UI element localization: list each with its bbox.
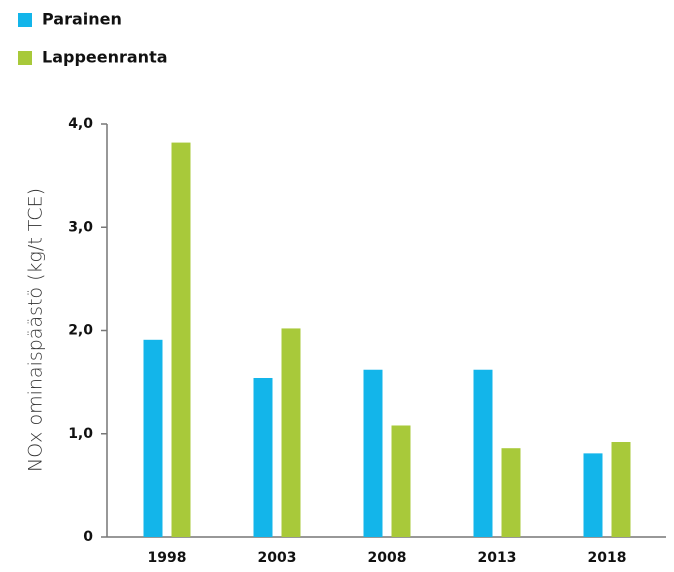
bar: [171, 142, 191, 537]
y-tick-label: 1,0: [68, 426, 93, 442]
y-tick-label: 0: [83, 529, 93, 545]
y-tick-label: 3,0: [68, 219, 93, 235]
bar: [281, 328, 301, 537]
bar: [253, 377, 273, 537]
legend-label: Lappeenranta: [42, 48, 168, 67]
x-tick-label: 2003: [258, 550, 297, 566]
y-axis-label: NOx ominaispäästö (kg/t TCE): [25, 188, 47, 472]
bar: [391, 425, 411, 537]
legend-label: Parainen: [42, 10, 122, 29]
y-tick-label: 2,0: [68, 323, 93, 339]
legend-swatch: [18, 13, 32, 27]
legend-swatch: [18, 51, 32, 65]
x-tick-label: 2013: [478, 550, 517, 566]
bar: [363, 369, 383, 537]
x-tick-label: 1998: [148, 550, 187, 566]
bar: [473, 369, 493, 537]
bar: [583, 453, 603, 537]
x-tick-label: 2008: [368, 550, 407, 566]
bar: [611, 442, 631, 537]
x-tick-label: 2018: [588, 550, 627, 566]
y-tick-label: 4,0: [68, 116, 93, 132]
bar: [143, 339, 163, 537]
bar: [501, 448, 521, 537]
